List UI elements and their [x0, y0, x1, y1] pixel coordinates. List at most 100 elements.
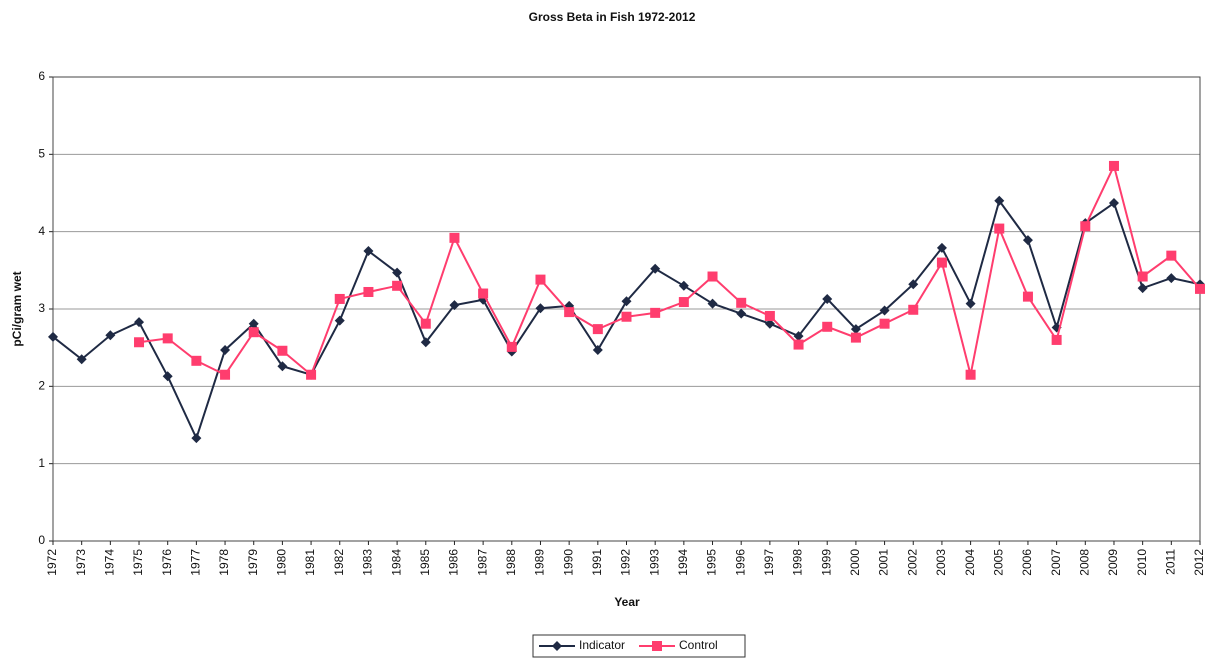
data-point	[1137, 271, 1148, 282]
data-point	[162, 371, 173, 382]
y-tick-label: 5	[38, 147, 45, 161]
x-tick-label: 2012	[1192, 549, 1206, 576]
x-tick-label: 1993	[647, 549, 661, 576]
y-tick-label: 2	[38, 379, 45, 393]
y-tick-label: 6	[38, 69, 45, 83]
data-point	[420, 337, 431, 348]
y-tick-label: 4	[38, 224, 45, 238]
data-point	[248, 327, 259, 338]
data-point	[449, 300, 460, 311]
x-tick-label: 1980	[275, 549, 289, 576]
x-tick-label: 1994	[676, 549, 690, 576]
data-point	[277, 345, 288, 356]
data-point	[736, 297, 747, 308]
data-point	[191, 433, 202, 444]
data-point	[506, 341, 517, 352]
data-point	[736, 308, 747, 319]
data-point	[134, 317, 145, 328]
data-point	[621, 311, 632, 322]
data-point	[134, 337, 145, 348]
data-point	[908, 304, 919, 315]
x-tick-label: 1989	[533, 549, 547, 576]
x-tick-label: 1972	[45, 549, 59, 576]
data-point	[334, 293, 345, 304]
legend-label: Indicator	[579, 638, 625, 652]
x-tick-label: 1981	[303, 549, 317, 576]
data-point	[592, 344, 603, 355]
x-tick-label: 1988	[504, 549, 518, 576]
data-point	[334, 315, 345, 326]
data-point	[420, 318, 431, 329]
x-tick-label: 2009	[1106, 549, 1120, 576]
data-point	[650, 307, 661, 318]
x-tick-label: 2003	[934, 549, 948, 576]
legend-marker	[552, 641, 562, 651]
x-tick-label: 1984	[389, 549, 403, 576]
data-point	[306, 369, 317, 380]
data-point	[105, 330, 116, 341]
x-tick-label: 1999	[819, 549, 833, 576]
x-tick-label: 1982	[332, 549, 346, 576]
x-tick-label: 1996	[733, 549, 747, 576]
data-point	[822, 321, 833, 332]
data-point	[793, 339, 804, 350]
data-point	[592, 324, 603, 335]
x-tick-label: 2005	[991, 549, 1005, 576]
data-point	[936, 257, 947, 268]
data-point	[162, 333, 173, 344]
data-point	[879, 318, 890, 329]
x-tick-label: 1973	[74, 549, 88, 576]
chart-title: Gross Beta in Fish 1972-2012	[529, 10, 696, 24]
data-point	[535, 274, 546, 285]
data-point	[994, 195, 1005, 206]
x-tick-label: 2001	[877, 549, 891, 576]
data-point	[908, 279, 919, 290]
data-point	[879, 305, 890, 316]
data-point	[220, 344, 231, 355]
data-point	[764, 310, 775, 321]
data-point	[48, 331, 58, 342]
x-tick-label: 2000	[848, 549, 862, 576]
x-tick-label: 1983	[361, 549, 375, 576]
x-tick-label: 1978	[217, 549, 231, 576]
data-point	[1108, 160, 1119, 171]
data-point	[850, 332, 861, 343]
x-tick-label: 1997	[762, 549, 776, 576]
data-point	[392, 267, 403, 278]
data-point	[621, 296, 632, 307]
data-point	[392, 280, 403, 291]
data-point	[478, 288, 489, 299]
x-tick-label: 2008	[1077, 549, 1091, 576]
y-tick-label: 3	[38, 301, 45, 315]
data-point	[277, 361, 288, 372]
x-tick-label: 1976	[160, 549, 174, 576]
x-tick-label: 1977	[189, 549, 203, 576]
x-tick-label: 2002	[905, 549, 919, 576]
data-point	[1137, 283, 1148, 294]
y-tick-label: 0	[38, 533, 45, 547]
data-point	[220, 369, 231, 380]
data-point	[965, 298, 976, 309]
data-point	[678, 280, 689, 291]
data-point	[965, 369, 976, 380]
x-tick-label: 1979	[246, 549, 260, 576]
data-point	[650, 263, 661, 274]
data-point	[191, 355, 202, 366]
x-tick-label: 2010	[1135, 549, 1149, 576]
data-point	[936, 242, 947, 253]
series-line	[138, 163, 1201, 377]
x-tick-label: 2004	[963, 549, 977, 576]
data-point	[1195, 283, 1205, 294]
x-tick-label: 1995	[705, 549, 719, 576]
data-point	[1022, 235, 1033, 246]
x-tick-label: 2011	[1163, 549, 1177, 575]
data-point	[535, 303, 546, 314]
data-point	[707, 298, 718, 309]
x-tick-label: 1990	[561, 549, 575, 576]
x-tick-label: 1992	[619, 549, 633, 576]
data-point	[564, 307, 575, 318]
data-point	[76, 354, 87, 365]
y-tick-label: 1	[38, 456, 45, 470]
